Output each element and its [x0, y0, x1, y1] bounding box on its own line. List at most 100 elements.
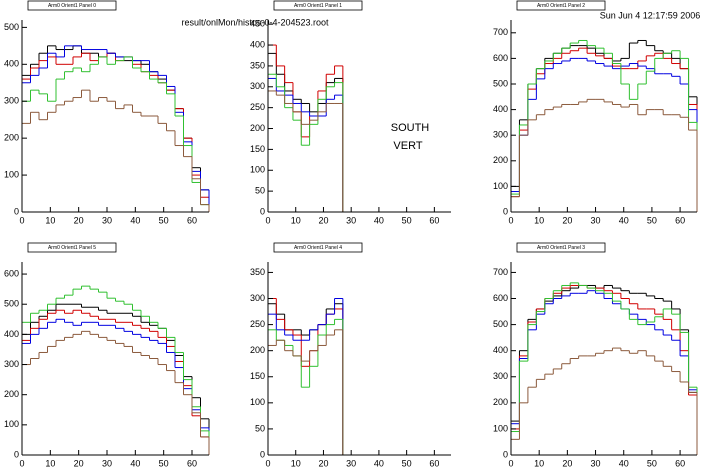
title-box: [273, 242, 363, 253]
x-tick-label: 20: [74, 458, 84, 468]
y-tick-label: 50: [255, 423, 265, 433]
x-tick-label: 50: [159, 215, 169, 225]
x-tick-label: 10: [45, 458, 55, 468]
x-tick-label: 30: [591, 215, 601, 225]
y-tick-label: 500: [4, 299, 19, 309]
y-tick-label: 100: [250, 397, 265, 407]
x-tick-label: 50: [402, 458, 412, 468]
panel-title: Arm0 Orient1 Panel 2: [537, 3, 585, 9]
panel-title: Arm0 Orient1 Panel 5: [48, 245, 96, 251]
x-tick-label: 60: [187, 215, 197, 225]
y-tick-label: 250: [250, 319, 265, 329]
title-box: [516, 242, 606, 253]
annotation: SOUTH: [391, 122, 430, 134]
date: Sun Jun 4 12:17:59 2006: [600, 10, 701, 20]
y-tick-label: 600: [493, 293, 508, 303]
y-tick-label: 350: [250, 60, 265, 70]
x-tick-label: 60: [675, 458, 685, 468]
y-tick-label: 500: [493, 319, 508, 329]
y-tick-label: 700: [493, 27, 508, 37]
y-tick-label: 150: [250, 144, 265, 154]
y-tick-label: 100: [250, 165, 265, 175]
x-tick-label: 10: [534, 215, 544, 225]
x-tick-label: 0: [508, 215, 513, 225]
y-tick-label: 300: [250, 293, 265, 303]
x-tick-label: 50: [402, 215, 412, 225]
x-tick-label: 10: [291, 215, 301, 225]
y-tick-label: 50: [255, 186, 265, 196]
x-tick-label: 20: [562, 458, 572, 468]
x-tick-label: 10: [291, 458, 301, 468]
y-tick-label: 350: [250, 267, 265, 277]
x-tick-label: 20: [318, 215, 328, 225]
y-tick-label: 300: [4, 96, 19, 106]
x-tick-label: 0: [19, 215, 24, 225]
y-tick-label: 700: [493, 267, 508, 277]
x-tick-label: 30: [346, 215, 356, 225]
y-tick-label: 400: [493, 104, 508, 114]
x-tick-label: 0: [19, 458, 24, 468]
panel-title: Arm0 Orient1 Panel 3: [537, 245, 585, 251]
y-tick-label: 400: [493, 345, 508, 355]
x-tick-label: 30: [102, 458, 112, 468]
y-tick-label: 200: [493, 155, 508, 165]
x-tick-label: 10: [45, 215, 55, 225]
y-tick-label: 300: [4, 359, 19, 369]
y-tick-label: 0: [503, 449, 508, 459]
y-tick-label: 250: [250, 102, 265, 112]
y-tick-label: 200: [4, 133, 19, 143]
y-tick-label: 0: [14, 449, 19, 459]
y-tick-label: 100: [4, 169, 19, 179]
x-tick-label: 10: [534, 458, 544, 468]
y-tick-label: 100: [493, 423, 508, 433]
title-box: [27, 242, 117, 253]
x-tick-label: 60: [675, 215, 685, 225]
panel-title: Arm0 Orient1 Panel 0: [48, 3, 96, 9]
x-tick-label: 30: [102, 215, 112, 225]
x-tick-label: 20: [562, 215, 572, 225]
x-tick-label: 30: [346, 458, 356, 468]
x-tick-label: 50: [159, 458, 169, 468]
x-tick-label: 60: [429, 215, 439, 225]
y-tick-label: 0: [260, 206, 265, 216]
y-tick-label: 150: [250, 371, 265, 381]
x-tick-label: 0: [265, 215, 270, 225]
x-tick-label: 40: [374, 215, 384, 225]
x-tick-label: 40: [130, 458, 140, 468]
x-tick-label: 0: [508, 458, 513, 468]
x-tick-label: 60: [429, 458, 439, 468]
y-tick-label: 300: [493, 371, 508, 381]
y-tick-label: 600: [4, 268, 19, 278]
y-tick-label: 450: [250, 19, 265, 29]
annotation: VERT: [393, 140, 422, 152]
x-tick-label: 40: [374, 458, 384, 468]
y-tick-label: 0: [503, 206, 508, 216]
y-tick-label: 400: [4, 59, 19, 69]
y-tick-label: 200: [250, 123, 265, 133]
y-tick-label: 200: [4, 389, 19, 399]
x-tick-label: 20: [74, 215, 84, 225]
x-tick-label: 30: [591, 458, 601, 468]
x-tick-label: 0: [265, 458, 270, 468]
y-tick-label: 0: [14, 206, 19, 216]
file-name: result/onlMon/histos-0-4-204523.root: [181, 17, 329, 27]
y-tick-label: 200: [493, 397, 508, 407]
title-box: [273, 0, 363, 11]
y-tick-label: 100: [493, 181, 508, 191]
x-tick-label: 40: [619, 458, 629, 468]
panel-title: Arm0 Orient1 Panel 1: [294, 3, 342, 9]
x-tick-label: 50: [647, 458, 657, 468]
x-tick-label: 40: [619, 215, 629, 225]
x-tick-label: 20: [318, 458, 328, 468]
y-tick-label: 400: [250, 39, 265, 49]
x-tick-label: 50: [647, 215, 657, 225]
y-tick-label: 500: [4, 22, 19, 32]
y-tick-label: 300: [250, 81, 265, 91]
y-tick-label: 300: [493, 130, 508, 140]
y-tick-label: 0: [260, 449, 265, 459]
x-tick-label: 60: [187, 458, 197, 468]
y-tick-label: 200: [250, 345, 265, 355]
y-tick-label: 500: [493, 78, 508, 88]
panel-title: Arm0 Orient1 Panel 4: [294, 245, 342, 251]
